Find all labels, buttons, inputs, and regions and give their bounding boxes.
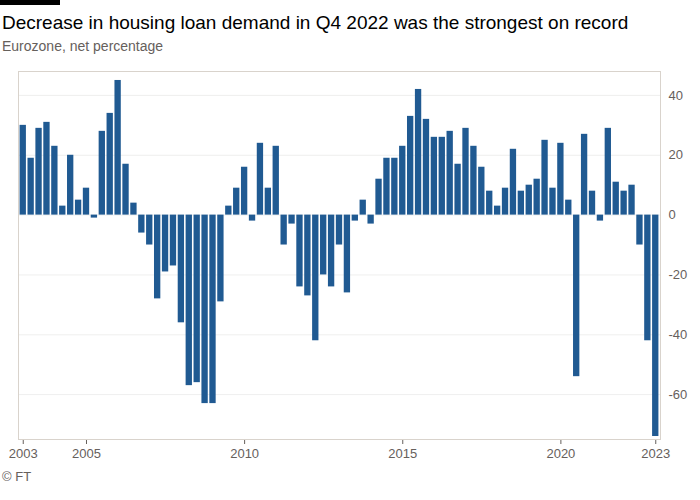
- svg-text:0: 0: [669, 207, 676, 222]
- svg-text:2020: 2020: [546, 446, 575, 461]
- svg-text:-40: -40: [669, 327, 688, 342]
- svg-text:40: 40: [669, 88, 683, 103]
- svg-text:2015: 2015: [388, 446, 417, 461]
- svg-text:-20: -20: [669, 267, 688, 282]
- html-text:Decrease in housing loan deman: Decrease in housing loan demand in Q4 20…: [2, 12, 629, 33]
- svg-text:2010: 2010: [230, 446, 259, 461]
- svg-text:-60: -60: [669, 387, 688, 402]
- svg-text:2003: 2003: [9, 446, 38, 461]
- svg-text:2005: 2005: [72, 446, 101, 461]
- svg-text:20: 20: [669, 147, 683, 162]
- svg-text:2023: 2023: [641, 446, 670, 461]
- html-text:© FT: © FT: [2, 469, 32, 484]
- html-text:Eurozone, net percentage: Eurozone, net percentage: [2, 38, 164, 54]
